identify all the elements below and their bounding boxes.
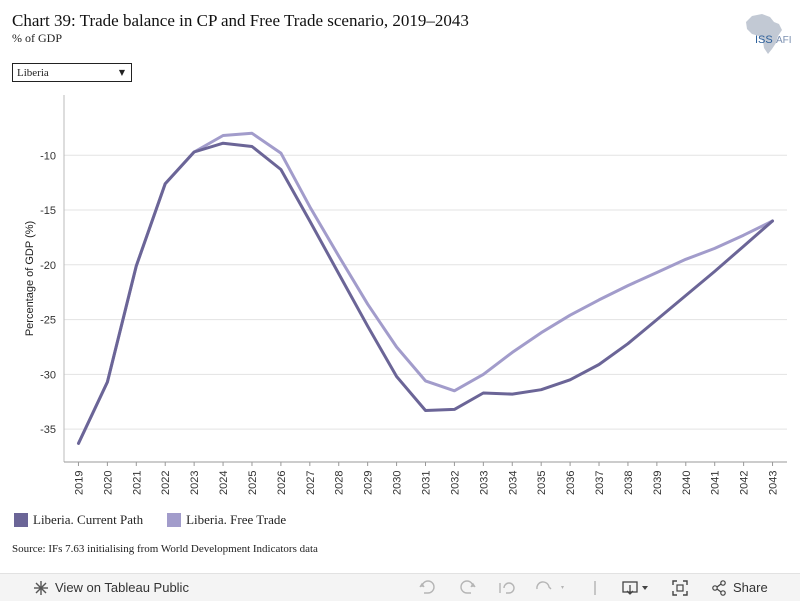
- source-note: Source: IFs 7.63 initialising from World…: [12, 543, 318, 555]
- y-axis-title: Percentage of GDP (%): [24, 221, 36, 336]
- chart-subtitle: % of GDP: [12, 31, 62, 45]
- legend-label-current-path: Liberia. Current Path: [33, 512, 144, 527]
- toolbar-divider: [594, 574, 596, 601]
- x-tick-label: 2040: [681, 471, 693, 495]
- view-on-tableau-button[interactable]: View on Tableau Public: [33, 574, 189, 601]
- redo-icon: [460, 579, 476, 594]
- download-button[interactable]: [621, 574, 651, 601]
- x-tick-label: 2035: [536, 471, 548, 495]
- x-tick-label: 2033: [478, 471, 490, 495]
- legend-item-current-path[interactable]: Liberia. Current Path: [14, 512, 143, 528]
- x-tick-label: 2036: [565, 471, 577, 495]
- logo-text-afi: AFI: [776, 35, 792, 46]
- share-button[interactable]: Share: [711, 574, 768, 601]
- line-chart: -10 -15 -20 -25 -30 -35 2019 2020 2021 2022 2023 20…: [24, 95, 787, 495]
- legend-swatch-current-path: [14, 513, 28, 527]
- x-tick-label: 2020: [102, 471, 114, 495]
- x-tick-label: 2019: [73, 471, 85, 495]
- x-tick-label: 2026: [276, 471, 288, 495]
- x-tick-label: 2031: [421, 471, 433, 495]
- series-line-free-trade: [77, 131, 774, 445]
- y-tick-label: -25: [40, 315, 56, 327]
- fullscreen-button[interactable]: [672, 574, 688, 601]
- share-icon: [712, 579, 726, 596]
- revert-button[interactable]: [498, 574, 516, 601]
- x-tick-label: 2037: [594, 471, 606, 495]
- refresh-button[interactable]: [535, 574, 565, 601]
- x-tick-label: 2027: [305, 471, 317, 495]
- x-tick-label: 2041: [710, 471, 722, 495]
- y-tick-label: -20: [40, 260, 56, 272]
- y-tick-label: -15: [40, 205, 56, 217]
- legend-item-free-trade[interactable]: Liberia. Free Trade: [167, 512, 286, 528]
- view-on-tableau-label: View on Tableau Public: [55, 580, 189, 595]
- revert-icon: [499, 581, 515, 594]
- dropdown-arrow-icon: ▼: [118, 68, 125, 77]
- x-tick-label: 2029: [363, 471, 375, 495]
- x-tick-label: 2043: [768, 471, 780, 495]
- fullscreen-icon: [672, 579, 688, 596]
- redo-button[interactable]: [458, 574, 476, 601]
- download-icon: [622, 580, 648, 595]
- legend: Liberia. Current Path Liberia. Free Trad…: [14, 512, 286, 528]
- x-tick-label: 2028: [334, 471, 346, 495]
- y-tick-label: -30: [40, 369, 56, 381]
- y-tick-label: -10: [40, 150, 56, 162]
- logo-text-iss: ISS: [755, 34, 773, 46]
- series-line-current-path: [77, 141, 774, 445]
- chart-title: Chart 39: Trade balance in CP and Free T…: [12, 11, 469, 30]
- x-tick-label: 2042: [739, 471, 751, 495]
- x-tick-label: 2039: [652, 471, 664, 495]
- x-tick-label: 2021: [131, 471, 143, 495]
- x-tick-label: 2030: [392, 471, 404, 495]
- legend-swatch-free-trade: [167, 513, 182, 527]
- undo-button[interactable]: [419, 574, 437, 601]
- x-tick-label: 2022: [160, 471, 172, 495]
- share-label: Share: [733, 580, 768, 595]
- country-filter-value: Liberia: [17, 67, 49, 79]
- y-tick-label: -35: [40, 424, 56, 436]
- x-tick-label: 2025: [247, 471, 259, 495]
- tableau-logo-icon: [34, 580, 48, 595]
- x-tick-label: 2038: [623, 471, 635, 495]
- undo-icon: [419, 579, 435, 594]
- x-tick-label: 2024: [218, 471, 230, 495]
- country-filter-dropdown[interactable]: Liberia ▼: [12, 63, 132, 82]
- x-tick-label: 2032: [449, 471, 461, 495]
- iss-africa-logo: ISS AFI: [746, 14, 792, 54]
- x-tick-label: 2034: [507, 471, 519, 495]
- legend-label-free-trade: Liberia. Free Trade: [186, 512, 287, 527]
- refresh-icon: [536, 580, 564, 589]
- x-tick-label: 2023: [189, 471, 201, 495]
- tableau-toolbar: View on Tableau Public Share: [0, 573, 800, 601]
